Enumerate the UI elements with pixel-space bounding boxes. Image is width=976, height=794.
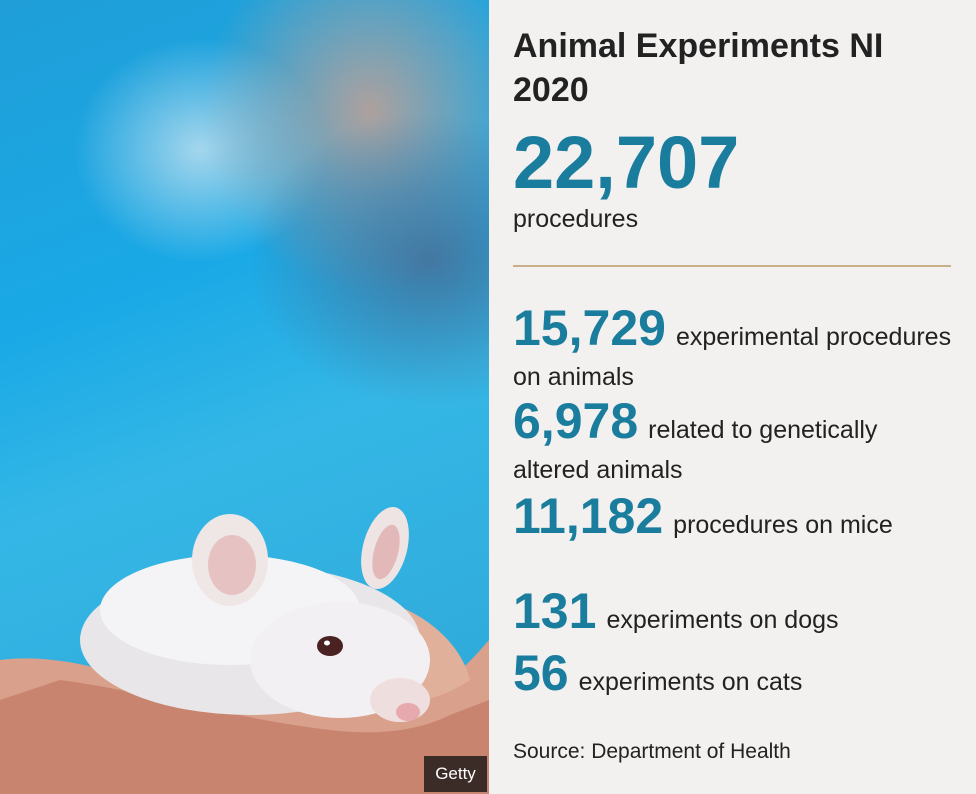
stat-value: 15,729 — [513, 300, 666, 356]
photo-credit: Getty — [424, 756, 487, 792]
total-procedures-label: procedures — [513, 205, 639, 233]
stat-label: experiments on cats — [578, 668, 803, 696]
stat-label: related to genetically altered animals — [513, 416, 878, 484]
mouse-photo: Getty — [0, 0, 489, 794]
stat-genetically-altered: 6,978 related to genetically altered anim… — [513, 396, 953, 490]
stat-dogs: 131 experiments on dogs — [513, 586, 953, 640]
stat-label: procedures on mice — [673, 511, 893, 539]
stat-value: 131 — [513, 583, 597, 639]
divider — [513, 265, 951, 267]
stat-label: experimental procedures on animals — [513, 323, 952, 391]
stat-value: 6,978 — [513, 393, 639, 449]
stat-experimental: 15,729 experimental procedures on animals — [513, 303, 953, 397]
stat-label: experiments on dogs — [606, 606, 839, 634]
source-note: Source: Department of Health — [513, 740, 791, 763]
stat-value: 11,182 — [513, 488, 664, 544]
white-mouse-on-hand-icon — [0, 507, 489, 794]
infographic-title: Animal Experiments NI 2020 — [513, 27, 884, 109]
stat-mice: 11,182 procedures on mice — [513, 491, 953, 545]
stat-cats: 56 experiments on cats — [513, 648, 953, 702]
stat-value: 56 — [513, 645, 569, 701]
total-procedures-value: 22,707 — [513, 121, 740, 204]
